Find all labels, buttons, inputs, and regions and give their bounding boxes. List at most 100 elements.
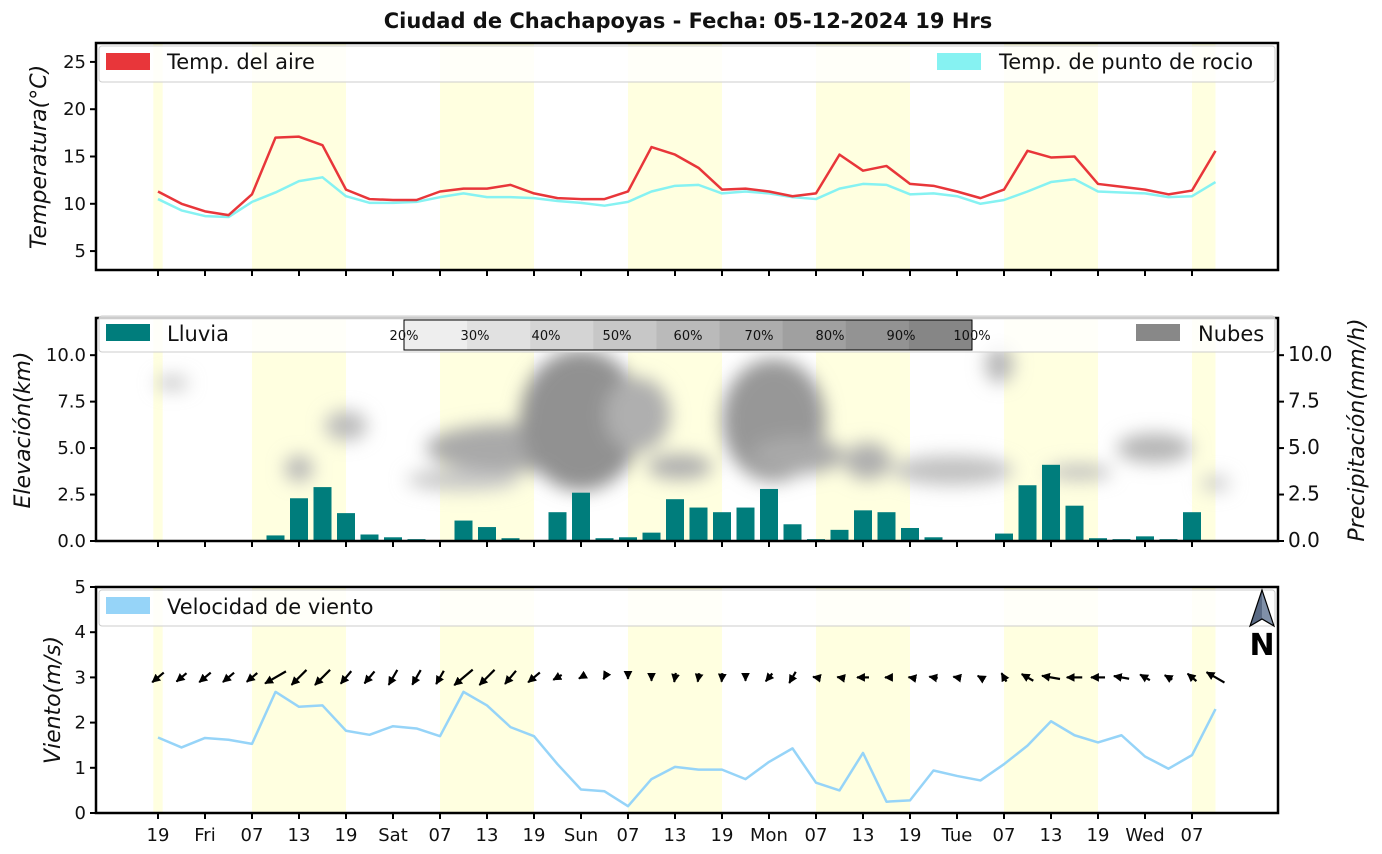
wind-arrow [1020,673,1034,682]
rain-bar [384,537,402,541]
north-arrow-icon: N [1248,588,1276,663]
rain-bar [995,533,1013,541]
cloud-blob [284,455,314,482]
wind-arrow [290,669,308,686]
elevation-y-label: Elevación(km) [11,352,36,509]
rain-legend-label: Lluvia [167,322,229,346]
colorbar-label: 40% [532,329,561,344]
x-tick-label: Wed [1125,825,1164,846]
colorbar-label: 80% [816,329,845,344]
colorbar-label: 90% [887,329,916,344]
wind-arrow [928,673,938,683]
colorbar-step [782,320,847,350]
daytime-band [1192,587,1216,813]
cloud-blob [519,349,643,491]
x-tick-label: 07 [1181,825,1204,846]
rain-bar [337,513,355,541]
cloud-blob [1116,433,1192,463]
colorbar-label: 70% [745,329,774,344]
rain-bar [290,498,308,541]
rain-bar [713,512,731,541]
wind-y-ticks: 0 1 2 3 4 5 [75,577,96,824]
colorbar-label: 20% [390,329,419,344]
rain-bar [478,527,496,541]
y-tick-label: 5.0 [57,438,86,459]
rain-bar [360,534,379,541]
north-label: N [1249,628,1274,663]
cloud-blob [155,376,189,390]
x-tick-label: Sun [564,825,598,846]
dew-point-line [157,176,1217,219]
temperature-y-ticks: 5 10 15 20 25 [63,52,96,262]
dew-point-swatch [937,53,981,70]
y-tick-label: 2.5 [57,485,86,506]
x-tick-label: 07 [241,825,264,846]
x-tick-label: 13 [476,825,499,846]
cloud-blob [646,453,713,480]
wind-legend-label: Velocidad de viento [167,595,373,619]
y-tick-label: 0 [75,803,86,824]
wind-arrow [1186,672,1198,683]
wind-panel: 0 1 2 3 4 5 19 Fri 07 13 19 Sat 07 13 19 Sun 07 13 19 Mon 0… [41,577,1280,846]
x-tick-label: 19 [147,825,170,846]
figure-title: Ciudad de Chachapoyas - Fecha: 05-12-202… [384,9,993,33]
colorbar-label: 30% [461,329,490,344]
y-tick-label: 25 [63,52,86,73]
wind-arrow [363,670,376,685]
rain-bar [760,488,778,541]
rain-bar [1018,485,1037,541]
y-tick-label: 2 [75,713,86,734]
x-tick-label: 07 [429,825,452,846]
x-tick-label: 19 [523,825,546,846]
wind-direction-arrows [151,668,1226,686]
x-tick-label: 19 [335,825,358,846]
x-tick-label: 13 [288,825,311,846]
rain-bar [901,527,919,541]
y-tick-label: 3 [75,667,86,688]
y-tick-label: 2.5 [1288,482,1320,506]
rain-bar [313,487,332,541]
rain-bar [1065,505,1084,541]
dew-point-legend-label: Temp. de punto de rocio [998,50,1253,74]
y-tick-label: 10 [63,194,86,215]
temperature-panel: 5 10 15 20 25 Temp. del aire Temp. de punto … [27,41,1280,276]
x-tick-label: 13 [1040,825,1063,846]
wind-arrow [552,672,563,681]
y-tick-label: 1 [75,758,86,779]
rain-bar [642,532,661,541]
wind-legend: Velocidad de viento [98,589,1276,627]
cloud-blob [985,345,1014,384]
cloud-colorbar: 20% 30% 40% 50% 60% 70% 80% 90% 100% [390,319,991,351]
wind-arrow [504,670,517,685]
daytime-band [153,587,163,813]
wind-arrow [175,672,188,683]
wind-arrow [671,672,680,683]
wind-arrow [1163,674,1174,683]
cloud-cover [155,345,1230,491]
cloud-blob [891,455,1014,486]
x-tick-label: 19 [899,825,922,846]
x-tick-label: 19 [1087,825,1110,846]
colorbar-label: 100% [953,329,990,344]
cloud-blob [1201,475,1230,491]
cloud-blob [604,377,671,452]
precip-y-label: Precipitación(mm/h) [1345,318,1370,541]
temperature-y-label: Temperatura(°C) [27,65,52,249]
colorbar-frame [403,319,973,351]
daytime-band [153,318,163,541]
rain-bar [619,537,637,541]
wind-swatch [106,597,150,614]
cloud-blob [750,436,845,475]
x-tick-label: Sat [378,825,408,846]
wind-arrow [222,671,235,683]
cloud-blob [844,442,892,480]
daytime-band [816,318,910,541]
wind-arrow [602,670,612,681]
wind-y-label: Viento(m/s) [41,636,66,764]
temperature-legend: Temp. del aire Temp. de punto de rocio [98,45,1276,83]
wind-arrow [1139,673,1151,683]
wind-arrow [411,669,422,686]
wind-arrow [717,673,727,683]
cloud-blob [1046,464,1113,480]
